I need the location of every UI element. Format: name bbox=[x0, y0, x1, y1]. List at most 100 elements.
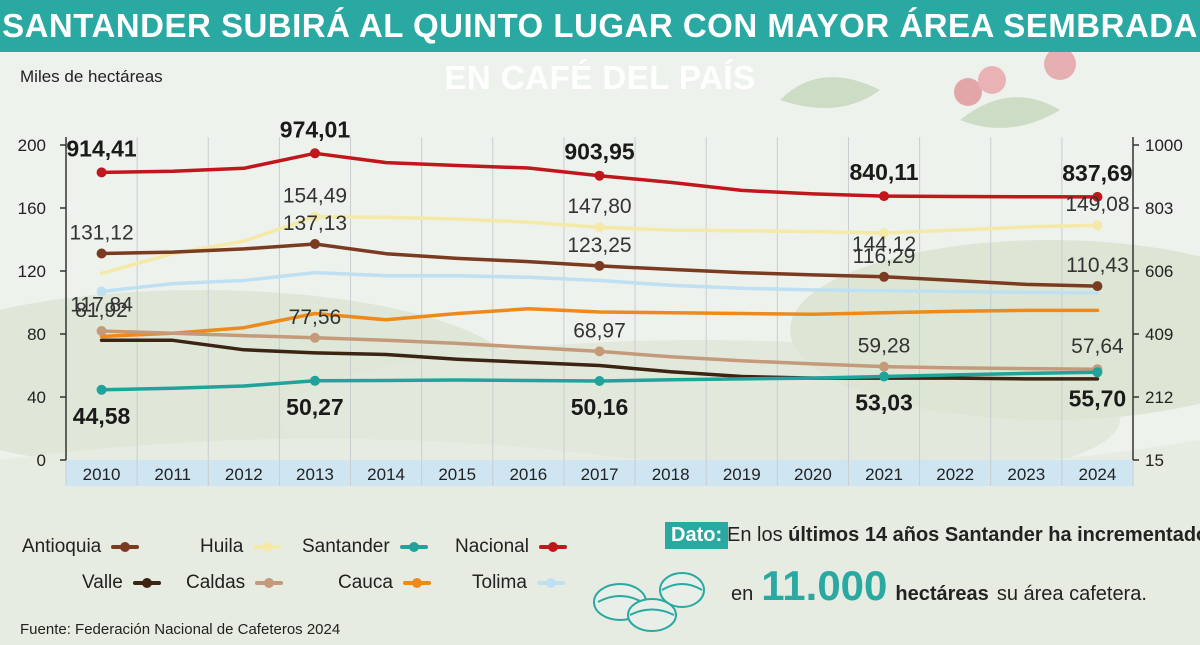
data-point-nacional bbox=[594, 170, 605, 181]
data-label-huila: 144,12 bbox=[852, 233, 916, 256]
data-label-tolima: 117,84 bbox=[70, 294, 133, 317]
y-tick-label-left: 40 bbox=[27, 388, 46, 407]
data-label-antioquia: 123,25 bbox=[567, 234, 631, 257]
legend-swatch bbox=[399, 542, 428, 552]
legend-item-antioquia: Antioquia bbox=[22, 536, 140, 558]
legend-item-tolima: Tolima bbox=[472, 572, 565, 594]
data-label-santander: 50,16 bbox=[571, 394, 629, 420]
x-tick-label: 2013 bbox=[296, 465, 334, 484]
data-label-caldas: 68,97 bbox=[573, 319, 626, 342]
data-label-santander: 44,58 bbox=[73, 403, 131, 429]
data-point-nacional bbox=[309, 148, 320, 159]
y-axis-label: Miles de hectáreas bbox=[20, 67, 163, 86]
chart-legend: Antioquia Huila Santander Nacional Valle… bbox=[0, 528, 620, 598]
legend-label: Tolima bbox=[472, 572, 527, 593]
legend-swatch bbox=[402, 578, 431, 588]
coffee-beans-icon bbox=[593, 572, 705, 632]
data-point-antioquia bbox=[309, 239, 320, 249]
data-point-antioquia bbox=[594, 260, 605, 271]
x-tick-label: 2016 bbox=[509, 465, 547, 484]
fact-tag: Dato: bbox=[665, 522, 729, 549]
y-tick-label-right: 803 bbox=[1145, 199, 1173, 218]
data-label-antioquia: 110,43 bbox=[1066, 254, 1129, 277]
data-point-huila bbox=[879, 228, 890, 238]
data-label-caldas: 77,56 bbox=[289, 306, 342, 329]
series-line-valle bbox=[99, 338, 1100, 381]
data-label-nacional: 840,11 bbox=[849, 159, 918, 185]
data-label-santander: 55,70 bbox=[1069, 385, 1127, 411]
data-point-santander bbox=[594, 376, 605, 386]
x-tick-label: 2024 bbox=[1079, 465, 1117, 484]
legend-label: Valle bbox=[82, 572, 123, 593]
x-axis-band bbox=[66, 460, 1133, 486]
x-tick-label: 2017 bbox=[581, 465, 619, 484]
x-tick-label: 2021 bbox=[865, 465, 903, 484]
line-chart: Miles de hectáreas 0 40 80 120 160 200 15 212 409… bbox=[18, 67, 1183, 486]
data-point-huila bbox=[594, 222, 605, 233]
legend-swatch bbox=[253, 542, 282, 552]
legend-item-huila: Huila bbox=[200, 536, 282, 558]
data-label-santander: 53,03 bbox=[855, 390, 913, 416]
fact-big-number: 11.000 bbox=[761, 562, 888, 609]
fact-line-1: En los últimos 14 años Santander ha incr… bbox=[727, 524, 1200, 547]
series-line-tolima bbox=[99, 270, 1100, 295]
x-tick-label: 2023 bbox=[1007, 465, 1045, 484]
data-point-antioquia bbox=[96, 248, 107, 259]
data-point-nacional bbox=[96, 167, 107, 178]
legend-label: Nacional bbox=[455, 536, 529, 557]
y-tick-label-left: 80 bbox=[27, 325, 46, 344]
legend-swatch bbox=[132, 578, 161, 588]
data-point-caldas bbox=[309, 332, 320, 343]
series-line-cauca bbox=[99, 307, 1100, 339]
fact-line-1-pre: En los bbox=[727, 524, 789, 546]
x-tick-label: 2012 bbox=[225, 465, 263, 484]
x-tick-label: 2015 bbox=[438, 465, 476, 484]
y-tick-label-right: 1000 bbox=[1145, 136, 1183, 155]
fact-box: Dato: En los últimos 14 años Santander h… bbox=[665, 518, 1200, 618]
y-tick-label-left: 160 bbox=[18, 199, 46, 218]
data-label-antioquia: 137,13 bbox=[283, 212, 347, 235]
data-point-santander bbox=[96, 384, 107, 395]
data-label-huila: 154,49 bbox=[283, 185, 347, 208]
x-tick-label: 2018 bbox=[652, 465, 690, 484]
fact-line-2-post: su área cafetera. bbox=[996, 583, 1147, 605]
data-label-huila: 147,80 bbox=[567, 195, 631, 218]
legend-item-santander: Santander bbox=[302, 536, 428, 558]
legend-item-cauca: Cauca bbox=[338, 572, 431, 594]
legend-item-valle: Valle bbox=[82, 572, 161, 594]
fact-line-2-bold: hectáreas bbox=[895, 583, 989, 605]
x-tick-label: 2022 bbox=[936, 465, 974, 484]
legend-swatch bbox=[255, 578, 284, 588]
fact-line-1-bold: últimos 14 años Santander ha incrementad… bbox=[788, 524, 1200, 546]
chart-title: SANTANDER SUBIRÁ AL QUINTO LUGAR CON MAY… bbox=[0, 0, 1200, 96]
legend-label: Santander bbox=[302, 536, 390, 557]
fact-line-2: en 11.000 hectáreas su área cafetera. bbox=[731, 562, 1147, 610]
data-label-antioquia: 116,29 bbox=[853, 245, 916, 268]
data-point-antioquia bbox=[879, 271, 890, 282]
y-tick-label-right: 15 bbox=[1145, 451, 1164, 470]
y-tick-label-right: 606 bbox=[1145, 262, 1173, 281]
data-point-nacional bbox=[879, 191, 890, 202]
data-point-caldas bbox=[96, 326, 107, 336]
legend-swatch bbox=[538, 542, 567, 552]
data-label-nacional: 903,95 bbox=[564, 139, 635, 165]
x-tick-label: 2010 bbox=[83, 465, 121, 484]
x-tick-label: 2011 bbox=[154, 465, 191, 484]
y-tick-label-right: 212 bbox=[1145, 388, 1173, 407]
legend-label: Huila bbox=[200, 536, 244, 557]
data-label-nacional: 914,41 bbox=[66, 135, 137, 161]
data-point-santander bbox=[879, 371, 890, 382]
data-point-santander bbox=[309, 375, 320, 386]
legend-swatch bbox=[536, 578, 565, 588]
legend-label: Antioquia bbox=[22, 536, 102, 557]
legend-label: Caldas bbox=[186, 572, 246, 593]
data-point-huila bbox=[309, 211, 320, 222]
data-label-caldas: 59,28 bbox=[858, 335, 911, 358]
data-label-antioquia: 131,12 bbox=[69, 222, 133, 245]
data-label-santander: 50,27 bbox=[286, 394, 344, 420]
data-point-huila bbox=[1092, 220, 1103, 231]
data-point-antioquia bbox=[1092, 281, 1103, 292]
data-point-caldas bbox=[594, 346, 605, 357]
legend-item-nacional: Nacional bbox=[455, 536, 567, 558]
data-label-caldas: 57,64 bbox=[1071, 335, 1124, 358]
